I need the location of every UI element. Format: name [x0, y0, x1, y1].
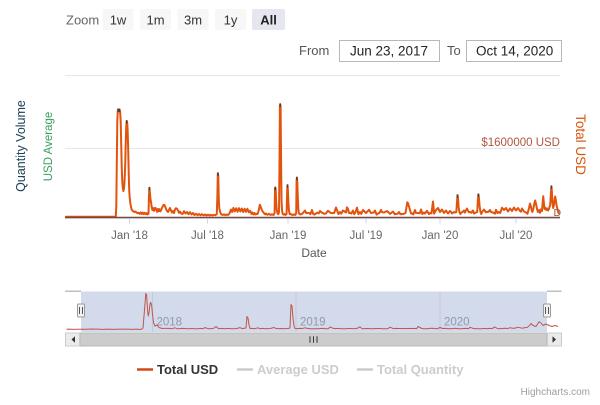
svg-text:Highcharts.com: Highcharts.com [521, 387, 590, 398]
svg-text:Jul '20: Jul '20 [500, 230, 533, 242]
svg-text:Jun 23, 2017: Jun 23, 2017 [350, 44, 428, 59]
svg-text:USD Average: USD Average [43, 112, 55, 181]
svg-text:Total Quantity: Total Quantity [377, 362, 464, 377]
svg-text:1y: 1y [224, 13, 238, 28]
svg-text:1m: 1m [146, 13, 164, 28]
svg-text:D: D [554, 207, 562, 219]
svg-text:2019: 2019 [300, 317, 326, 329]
svg-text:Jul '19: Jul '19 [350, 230, 383, 242]
svg-text:Total USD: Total USD [573, 114, 588, 175]
svg-text:Total USD: Total USD [157, 362, 218, 377]
svg-text:Jan '18: Jan '18 [111, 230, 148, 242]
svg-text:Jul '18: Jul '18 [191, 230, 224, 242]
svg-text:To: To [447, 43, 461, 58]
svg-text:2020: 2020 [444, 317, 470, 329]
svg-text:Zoom: Zoom [66, 13, 99, 28]
svg-text:$1600000 USD: $1600000 USD [481, 137, 560, 149]
svg-text:Oct 14, 2020: Oct 14, 2020 [476, 44, 553, 59]
svg-text:2018: 2018 [157, 317, 183, 329]
svg-text:All: All [260, 13, 277, 28]
svg-text:Date: Date [301, 246, 327, 260]
svg-text:Jan '19: Jan '19 [270, 230, 307, 242]
svg-text:From: From [299, 43, 329, 58]
svg-text:Quantity Volume: Quantity Volume [14, 100, 28, 192]
svg-text:Average USD: Average USD [257, 362, 339, 377]
svg-text:1w: 1w [110, 13, 127, 28]
svg-text:3m: 3m [184, 13, 202, 28]
svg-text:Jan '20: Jan '20 [422, 230, 459, 242]
